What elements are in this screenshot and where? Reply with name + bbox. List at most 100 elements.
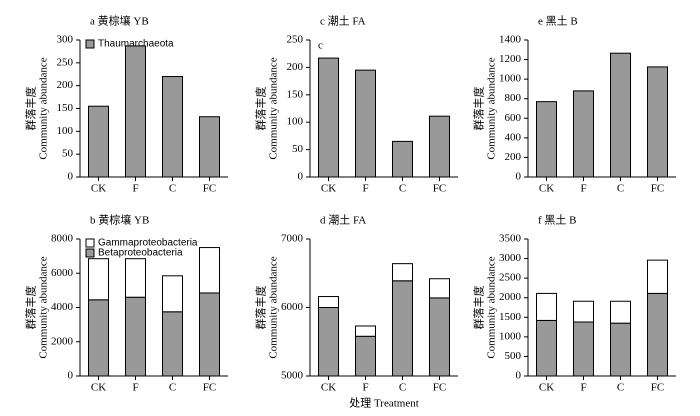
y-tick-label: 600 <box>505 112 522 124</box>
bar <box>125 45 146 178</box>
bar-segment <box>355 325 376 337</box>
y-tick-label: 7000 <box>281 233 304 245</box>
y-tick-label: 400 <box>505 131 522 143</box>
x-tick-label: C <box>169 382 176 394</box>
y-tick-label: 2000 <box>51 335 74 347</box>
y-axis-label: 群落丰度 <box>254 87 268 131</box>
y-tick-label: 250 <box>57 56 74 68</box>
bar <box>536 101 557 178</box>
y-tick-label: 100 <box>287 116 304 128</box>
bar-segment <box>355 335 376 377</box>
y-tick-label: 0 <box>68 171 74 183</box>
legend-text: Thaumarchaeota <box>98 39 174 50</box>
y-tick-label: 2000 <box>499 291 522 303</box>
x-axis-label: 处理 Treatment <box>349 397 419 410</box>
y-tick-label: 200 <box>505 151 522 163</box>
y-tick-label: 50 <box>62 148 74 160</box>
x-tick-label: F <box>132 382 138 394</box>
bar <box>88 105 109 178</box>
y-tick-label: 250 <box>287 34 304 46</box>
y-tick-label: 0 <box>516 370 522 382</box>
y-tick-label: 6000 <box>281 301 304 313</box>
bar-segment <box>199 292 220 377</box>
legend-swatch <box>85 39 95 49</box>
bar-segment <box>162 275 183 313</box>
y-tick-label: 1500 <box>499 311 522 323</box>
bar-segment <box>573 321 594 377</box>
bar <box>647 66 668 178</box>
bar-segment <box>392 280 413 377</box>
x-tick-label: CK <box>539 382 554 394</box>
bar-segment <box>88 258 109 301</box>
x-tick-label: F <box>580 382 586 394</box>
y-tick-label: 1000 <box>499 330 522 342</box>
bar-segment <box>125 296 146 377</box>
bar <box>573 90 594 178</box>
panel-title: c 潮土 FA <box>320 14 366 28</box>
panel-title: d 潮土 FA <box>320 213 366 227</box>
panel-title: b 黄棕壤 YB <box>90 213 149 227</box>
y-tick-label: 1000 <box>499 73 522 85</box>
x-tick-label: C <box>617 183 624 195</box>
y-tick-label: 800 <box>505 92 522 104</box>
legend-swatch <box>85 238 95 248</box>
x-tick-label: FC <box>651 382 664 394</box>
y-tick-label: 8000 <box>51 233 74 245</box>
bar-segment <box>647 259 668 294</box>
y-axis-label: 群落丰度 <box>24 87 38 131</box>
bar <box>318 57 339 178</box>
annotation: c <box>318 40 323 52</box>
x-tick-label: FC <box>651 183 664 195</box>
bar-segment <box>125 258 146 298</box>
y-tick-label: 1200 <box>499 53 522 65</box>
bar-segment <box>429 297 450 377</box>
y-axis-label: 群落丰度 <box>472 87 486 131</box>
legend-swatch <box>85 248 95 258</box>
x-tick-label: C <box>399 183 406 195</box>
x-tick-label: CK <box>91 183 106 195</box>
y-tick-label: 500 <box>505 350 522 362</box>
y-tick-label: 1400 <box>499 34 522 46</box>
y-axis-label: Community abundance <box>38 57 50 159</box>
bar-segment <box>429 278 450 299</box>
bar-segment <box>199 247 220 294</box>
bar <box>199 116 220 178</box>
bar-segment <box>573 300 594 323</box>
y-tick-label: 100 <box>57 125 74 137</box>
x-tick-label: F <box>132 183 138 195</box>
panel-title: e 黑土 B <box>538 15 578 28</box>
x-tick-label: F <box>362 183 368 195</box>
x-tick-label: FC <box>203 382 216 394</box>
x-tick-label: F <box>580 183 586 195</box>
y-tick-label: 3000 <box>499 252 522 264</box>
y-axis-label: 群落丰度 <box>254 286 268 330</box>
y-tick-label: 6000 <box>51 267 74 279</box>
y-tick-label: 0 <box>516 171 522 183</box>
y-axis-label: Community abundance <box>486 57 498 159</box>
bar <box>610 52 631 178</box>
y-axis-label: Community abundance <box>486 256 498 358</box>
bar-segment <box>536 292 557 321</box>
y-tick-label: 2500 <box>499 272 522 284</box>
bar <box>162 76 183 178</box>
y-tick-label: 0 <box>298 171 304 183</box>
y-tick-label: 200 <box>287 61 304 73</box>
bar-segment <box>610 322 631 377</box>
y-tick-label: 5000 <box>281 370 304 382</box>
bar <box>355 69 376 178</box>
y-tick-label: 300 <box>57 34 74 46</box>
y-tick-label: 150 <box>287 88 304 100</box>
bar-segment <box>536 319 557 377</box>
y-axis-label: 群落丰度 <box>472 286 486 330</box>
bar-segment <box>318 296 339 309</box>
x-tick-label: C <box>617 382 624 394</box>
bar-segment <box>647 292 668 377</box>
bar-segment <box>392 263 413 282</box>
bar-segment <box>318 307 339 377</box>
bar-segment <box>610 300 631 324</box>
panel-title: a 黄棕壤 YB <box>90 14 149 28</box>
x-tick-label: C <box>399 382 406 394</box>
x-tick-label: CK <box>539 183 554 195</box>
panel-title: f 黑土 B <box>538 214 577 227</box>
